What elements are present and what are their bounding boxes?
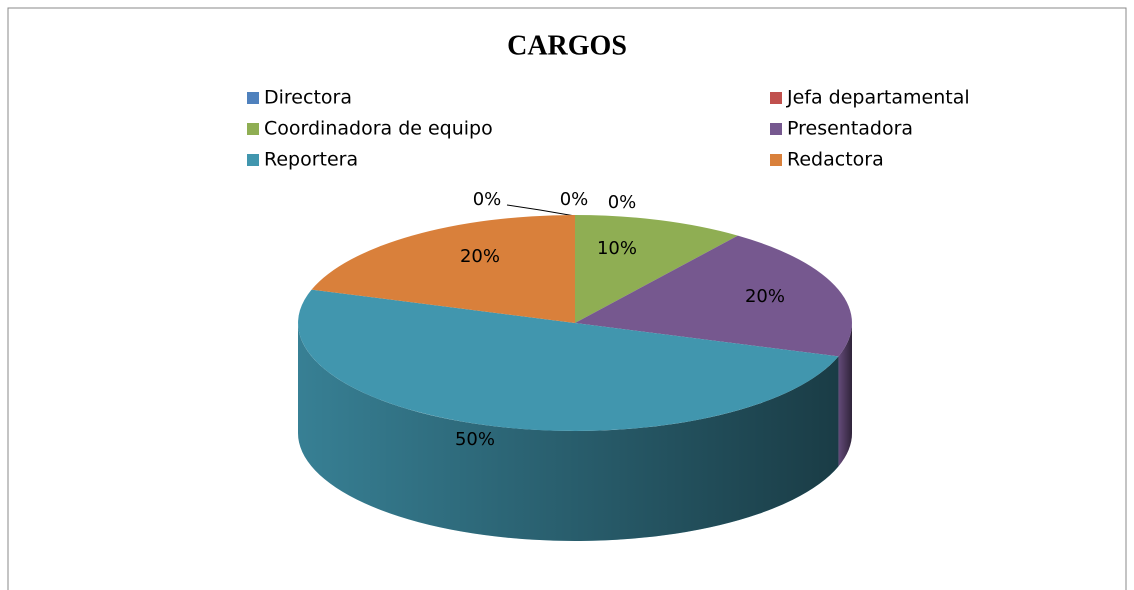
legend-swatch <box>770 123 782 135</box>
data-label: 0% <box>608 192 637 213</box>
data-label: 10% <box>597 238 637 259</box>
pie-slice <box>575 235 852 357</box>
pie-slice <box>311 215 575 323</box>
data-label: 0% <box>560 189 589 210</box>
data-label: 0% <box>473 189 502 210</box>
legend-label: Presentadora <box>787 118 913 140</box>
side-shade <box>297 323 839 541</box>
legend-swatch <box>770 154 782 166</box>
leader-line <box>506 204 576 217</box>
data-label: 50% <box>455 429 495 450</box>
side-shade <box>838 323 852 467</box>
legend-swatch <box>247 92 259 104</box>
data-label: 20% <box>745 286 785 307</box>
legend-swatch <box>247 123 259 135</box>
legend-label: Redactora <box>787 149 884 171</box>
legend-label: Coordinadora de equipo <box>264 118 493 140</box>
chart-title: CARGOS <box>507 30 627 61</box>
legend-swatch <box>770 92 782 104</box>
legend-swatch <box>247 154 259 166</box>
legend-label: Jefa departamental <box>786 87 970 109</box>
pie-slice <box>298 289 839 431</box>
legend-label: Directora <box>264 87 352 109</box>
data-label: 20% <box>460 246 500 267</box>
pie-slice <box>575 215 738 323</box>
legend-label: Reportera <box>264 149 358 171</box>
